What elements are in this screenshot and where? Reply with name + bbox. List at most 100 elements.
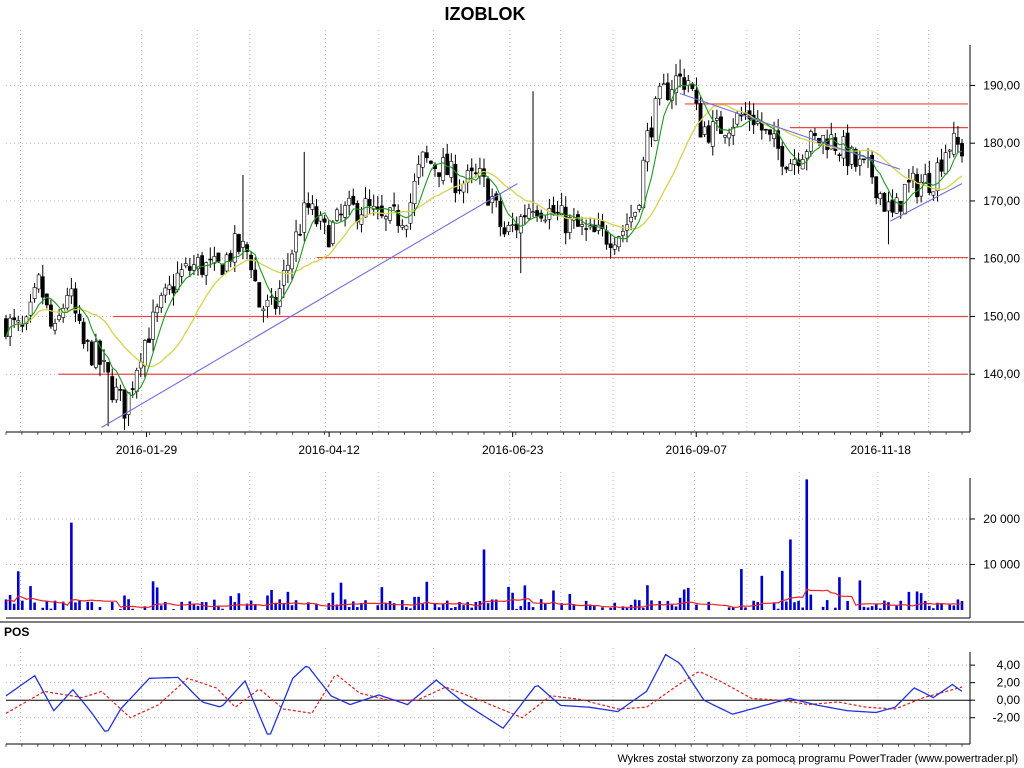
volume-bar	[552, 590, 555, 610]
candle-up	[951, 133, 956, 155]
volume-bar	[494, 599, 498, 610]
candle-up	[653, 98, 658, 142]
volume-bar	[458, 602, 461, 610]
candle-down	[200, 255, 205, 275]
candle-up	[596, 224, 601, 231]
pos-main-line	[5, 653, 963, 735]
candle-down	[813, 133, 817, 136]
volume-bar	[16, 571, 20, 610]
candle-up	[902, 183, 907, 215]
volume-bar	[785, 601, 788, 610]
candle-up	[400, 225, 405, 228]
candle-up	[69, 288, 74, 297]
candle-down	[960, 143, 964, 157]
pos-y-tick-label: 4,00	[997, 658, 1021, 672]
volume-bar	[936, 602, 939, 610]
volume-bar	[49, 608, 53, 610]
candle-up	[947, 149, 952, 152]
volume-bar	[445, 600, 449, 610]
candle-down	[870, 154, 875, 178]
volume-bar	[307, 602, 310, 610]
volume-bar	[466, 602, 469, 610]
volume-bar	[253, 603, 257, 610]
candle-up	[290, 253, 294, 270]
candle-down	[608, 243, 613, 249]
candle-down	[273, 296, 278, 309]
volume-bar	[192, 603, 196, 610]
volume-bar	[143, 606, 147, 610]
volume-bar	[776, 608, 780, 610]
candle-down	[326, 225, 331, 248]
candle-up	[714, 118, 719, 121]
candle-up	[727, 132, 732, 139]
volume-bar	[727, 607, 731, 610]
candle-up	[441, 157, 446, 181]
candle-down	[555, 211, 560, 214]
volume-bar	[858, 580, 862, 610]
candle-up	[449, 161, 454, 178]
candle-down	[719, 116, 723, 134]
candle-down	[306, 203, 311, 208]
candle-down	[473, 172, 478, 175]
candle-down	[682, 77, 687, 90]
candle-up	[931, 191, 936, 196]
candle-up	[702, 126, 707, 135]
volume-bar	[164, 601, 167, 610]
candle-up	[175, 272, 180, 291]
candle-up	[204, 262, 209, 276]
volume-bar	[507, 586, 510, 610]
candle-up	[731, 126, 736, 136]
volume-bar	[41, 607, 45, 610]
volume-bar	[511, 592, 514, 610]
candle-down	[768, 129, 772, 135]
volume-bar	[233, 602, 237, 610]
candle-down	[73, 288, 78, 314]
volume-bar	[360, 602, 363, 610]
candle-down	[106, 362, 111, 373]
volume-bar	[335, 604, 339, 610]
candle-down	[253, 269, 258, 282]
price-y-tick-label: 150,00	[983, 309, 1020, 323]
candle-up	[461, 183, 466, 193]
volume-average-line	[5, 588, 963, 608]
candle-down	[678, 73, 683, 77]
candle-down	[776, 130, 781, 149]
volume-bar	[217, 605, 220, 610]
volume-bar	[515, 609, 518, 610]
volume-bar	[960, 600, 964, 610]
candle-up	[155, 306, 160, 314]
candle-down	[110, 376, 115, 401]
volume-y-tick-label: 10 000	[983, 557, 1020, 571]
volume-bar	[809, 594, 813, 610]
volume-bar	[376, 605, 380, 610]
volume-bar	[131, 608, 134, 610]
volume-bar	[772, 602, 776, 610]
candle-up	[527, 208, 531, 219]
price-y-tick-label: 170,00	[983, 194, 1020, 208]
volume-bar	[159, 605, 163, 610]
candle-up	[183, 263, 188, 267]
volume-bar	[731, 607, 735, 610]
candle-up	[102, 360, 106, 362]
volume-bar	[8, 594, 12, 610]
candle-up	[841, 136, 846, 159]
volume-bar	[123, 595, 126, 610]
volume-bar	[221, 608, 224, 610]
volume-bar	[392, 603, 396, 610]
candle-up	[612, 244, 617, 250]
volume-bar	[642, 607, 645, 610]
volume-bar	[560, 603, 563, 610]
volume-bar	[290, 605, 294, 610]
candle-up	[621, 231, 625, 236]
candle-up	[408, 202, 413, 224]
volume-bar	[61, 601, 65, 610]
volume-bar	[740, 569, 743, 610]
candle-down	[314, 206, 319, 225]
candle-down	[906, 179, 911, 183]
candle-down	[890, 199, 895, 213]
candle-up	[277, 288, 282, 307]
candle-down	[498, 200, 503, 228]
price-y-tick-label: 140,00	[983, 367, 1020, 381]
candle-up	[57, 315, 62, 320]
candle-down	[322, 218, 327, 223]
